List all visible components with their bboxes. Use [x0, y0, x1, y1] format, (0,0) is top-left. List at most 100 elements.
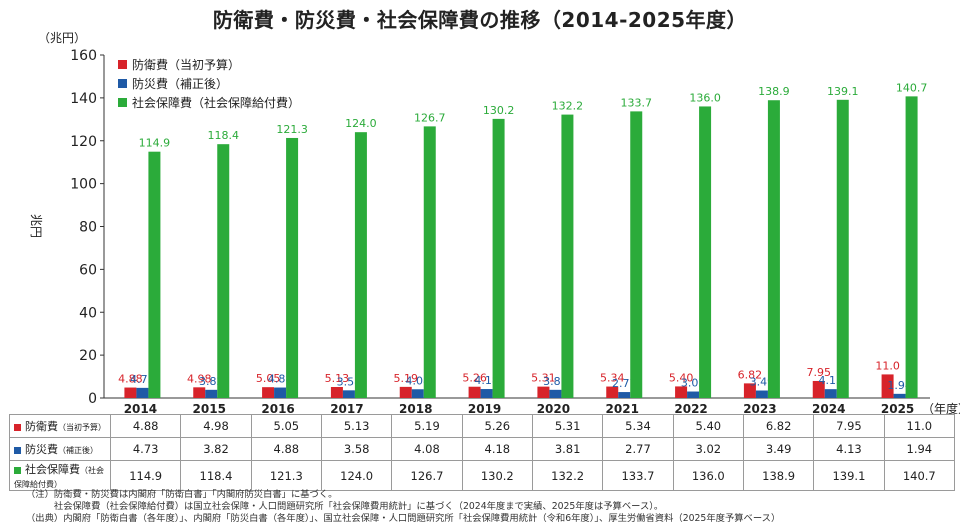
data-label-social: 136.0: [689, 91, 721, 104]
bar-social: [354, 132, 367, 399]
bar-disaster: [411, 389, 424, 398]
chart-area: 0 20 40 60 80 100 120 140 160 （兆円） 兆円 （年度） 2014 4.88 4…: [29, 31, 960, 414]
table-cell: 11.0: [883, 414, 956, 438]
x-tick-label: 2021: [606, 402, 639, 414]
table-cell: 4.18: [461, 437, 533, 461]
table-cell: 138.9: [742, 460, 815, 491]
table-row: 防衛費（当初予算） 4.88 4.98 5.05 5.13 5.19 5.26 5.31 5.3…: [9, 414, 956, 438]
table-cell: 133.7: [602, 460, 674, 491]
table-cell: 6.82: [742, 414, 815, 438]
table-row-sublabel: （補正後）: [58, 446, 98, 455]
data-label-social: 132.2: [552, 100, 584, 113]
y-axis-label: 兆円: [29, 214, 43, 238]
table-cell: 130.2: [461, 460, 533, 491]
table-cell: 132.2: [531, 460, 604, 491]
data-label-defense: 5.19: [394, 372, 419, 385]
bar-disaster: [687, 391, 700, 398]
legend-label-defense: 防衛費（当初予算）: [132, 58, 241, 72]
x-tick-label: 2019: [468, 402, 501, 414]
x-tick-label: 2024: [812, 402, 845, 414]
data-label-defense: 5.26: [462, 372, 487, 385]
y-tick-label: 100: [70, 177, 97, 193]
table-row-sublabel: （当初予算）: [58, 423, 106, 432]
table-cell: 3.49: [742, 437, 815, 461]
bar-disaster: [480, 389, 493, 398]
table-cell: 139.1: [813, 460, 885, 491]
legend-swatch-social: [118, 98, 127, 107]
bar-social: [630, 111, 643, 399]
table-cell: 5.34: [602, 414, 674, 438]
bar-disaster: [824, 389, 837, 398]
data-label-defense: 6.82: [738, 368, 763, 381]
bar-defense: [743, 383, 756, 398]
notes: （注）防衛費・防災費は内閣府「防衛白書」「内閣府防災白書」に基づく。 社会保障費…: [26, 489, 780, 525]
bar-social: [905, 96, 918, 398]
data-label-social: 139.1: [827, 85, 859, 98]
table-cell: 5.19: [391, 414, 463, 438]
x-tick-label: 2017: [330, 402, 363, 414]
table-cell: 3.82: [180, 437, 252, 461]
data-label-defense: 4.98: [187, 372, 212, 385]
x-tick-label: 2014: [124, 402, 157, 414]
table-cell: 124.0: [320, 460, 393, 491]
table-cell: 4.73: [109, 437, 182, 461]
bar-disaster: [342, 390, 355, 398]
data-label-social: 138.9: [758, 85, 790, 98]
bar-disaster: [549, 389, 562, 398]
data-label-defense: 5.34: [600, 372, 625, 385]
bar-defense: [468, 386, 481, 398]
table-row-swatch: [14, 466, 21, 474]
bar-social: [492, 118, 505, 398]
table-cell: 5.26: [461, 414, 533, 438]
data-label-social: 130.2: [483, 104, 515, 117]
table-row-swatch: [14, 446, 21, 454]
table-cell: 3.81: [531, 437, 604, 461]
table-cell: 2.77: [602, 437, 674, 461]
table-row: 社会保障費（社会保障給付費） 114.9 118.4 121.3 124.0 126.7 1…: [9, 460, 956, 491]
bar-social: [561, 114, 574, 398]
table-cell: 114.9: [109, 460, 182, 491]
table-cell: 5.31: [531, 414, 604, 438]
x-tick-label: 2018: [399, 402, 432, 414]
bar-disaster: [618, 392, 631, 398]
table-row-label: 防災費: [25, 443, 58, 456]
table-row-sublabel: （社会保障給付費）: [14, 466, 104, 489]
y-tick-label: 60: [79, 262, 97, 278]
table-cell: 4.08: [391, 437, 463, 461]
note-3: （出典）内閣府「防衛白書（各年度）」、内閣府「防災白書（各年度）」、国立社会保障…: [26, 513, 781, 524]
x-tick-label: 2020: [537, 402, 570, 414]
x-unit-label: （年度）: [922, 401, 960, 414]
data-label-social: 121.3: [276, 123, 308, 136]
legend-label-disaster: 防災費（補正後）: [132, 77, 229, 91]
table-row-swatch: [14, 423, 21, 431]
y-tick-label: 20: [79, 348, 97, 364]
legend-item-disaster: 防災費（補正後）: [118, 74, 300, 93]
x-tick-label: 2022: [674, 402, 707, 414]
legend-label-social: 社会保障費（社会保障給付費）: [132, 96, 301, 110]
data-label-social: 114.9: [139, 137, 171, 150]
data-label-defense: 7.95: [807, 366, 832, 379]
table-cell: 5.40: [672, 414, 744, 438]
table-cell: 1.94: [883, 437, 956, 461]
bar-disaster: [893, 393, 906, 398]
data-table: 防衛費（当初予算） 4.88 4.98 5.05 5.13 5.19 5.26 5.31 5.3…: [9, 414, 956, 491]
bar-social: [836, 99, 849, 398]
table-cell: 5.13: [320, 414, 393, 438]
data-label-social: 126.7: [414, 111, 446, 124]
table-row: 防災費（補正後） 4.73 3.82 4.88 3.58 4.08 4.18 3.81 2.77…: [9, 437, 956, 461]
legend-item-social: 社会保障費（社会保障給付費）: [118, 93, 300, 112]
bar-defense: [124, 387, 137, 398]
table-cell: 4.13: [813, 437, 885, 461]
y-unit-label: （兆円）: [38, 31, 86, 45]
bar-defense: [812, 380, 825, 398]
bar-defense: [262, 387, 275, 398]
x-tick-label: 2015: [193, 402, 226, 414]
table-cell: 136.0: [672, 460, 744, 491]
table-row-header: 防衛費（当初予算）: [9, 414, 111, 438]
table-cell: 4.88: [109, 414, 182, 438]
data-label-defense: 5.40: [669, 371, 694, 384]
bar-social: [767, 100, 780, 398]
note-2: 社会保障費（社会保障給付費）は国立社会保障・人口問題研究所「社会保障費用統計」に…: [26, 501, 664, 512]
data-label-defense: 11.0: [875, 359, 900, 372]
bar-disaster: [274, 387, 287, 398]
